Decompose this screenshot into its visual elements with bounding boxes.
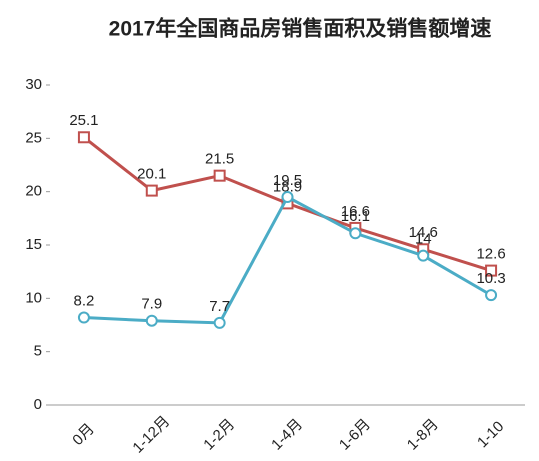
data-label: 8.2	[73, 293, 94, 310]
marker	[349, 227, 362, 240]
data-label: 7.9	[141, 296, 162, 313]
data-label: 12.6	[476, 246, 505, 263]
y-tick-label: 5	[34, 343, 42, 360]
marker	[281, 191, 294, 203]
y-tick-label: 20	[25, 183, 42, 200]
marker	[213, 316, 226, 329]
marker	[485, 264, 498, 277]
data-label: 14	[415, 231, 432, 248]
marker	[417, 249, 430, 262]
data-label: 18.9	[273, 178, 302, 195]
marker	[485, 289, 498, 302]
marker	[77, 131, 90, 144]
chart-title: 2017年全国商品房销售面积及销售额增速	[109, 17, 492, 41]
y-tick-label: 0	[34, 396, 42, 413]
y-tick-label: 15	[25, 236, 42, 253]
data-label: 10.3	[476, 270, 505, 287]
y-tick-label: 25	[25, 129, 42, 146]
marker	[77, 311, 90, 324]
data-label: 16.1	[341, 208, 370, 225]
y-tick-label: 10	[25, 289, 42, 306]
y-tick-label: 30	[25, 76, 42, 93]
data-label: 20.1	[137, 166, 166, 183]
marker	[213, 169, 226, 182]
data-label: 7.7	[209, 298, 230, 315]
data-label: 14.6	[409, 224, 438, 241]
marker	[145, 184, 158, 197]
data-label: 19.5	[273, 172, 302, 189]
data-label: 25.1	[69, 112, 98, 129]
data-label: 16.6	[341, 203, 370, 220]
data-label: 21.5	[205, 151, 234, 168]
marker	[145, 314, 158, 327]
